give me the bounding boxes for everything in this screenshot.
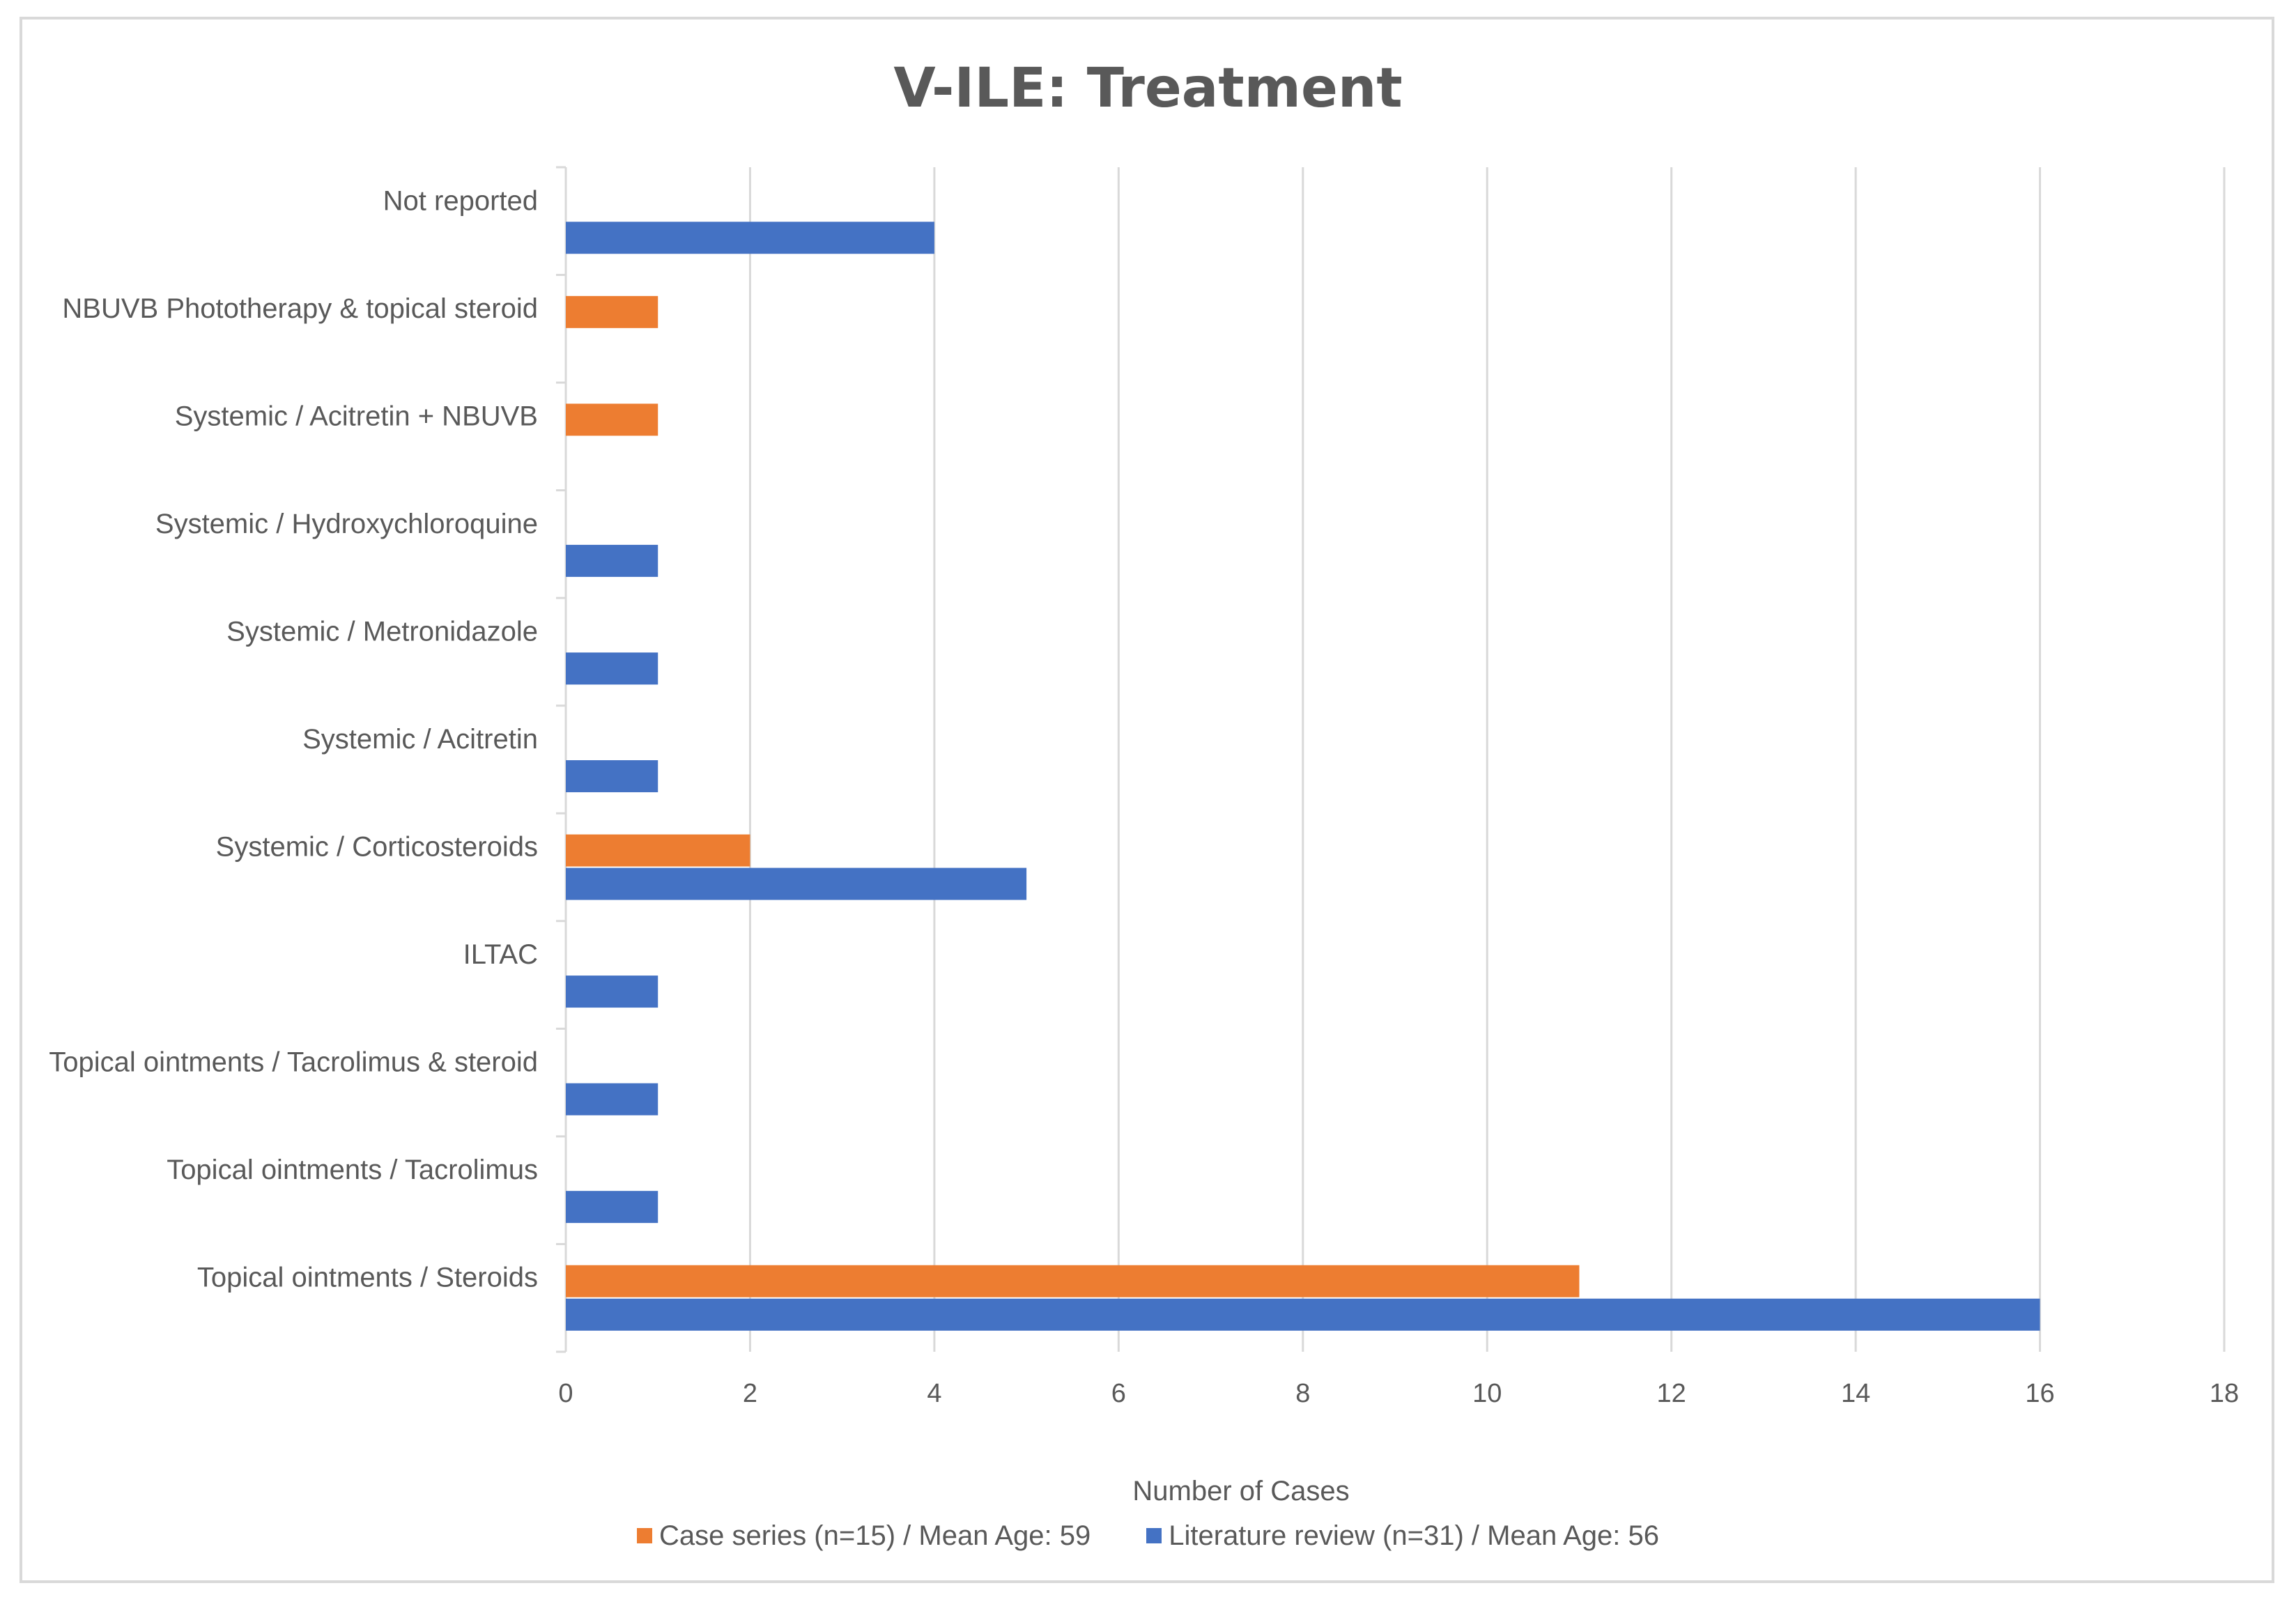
x-tick-label: 12: [1657, 1379, 1686, 1408]
legend-swatch-literature-review: [1146, 1528, 1162, 1543]
legend-entry-case-series[interactable]: Case series (n=15) / Mean Age: 59: [637, 1520, 1091, 1552]
category-label: Not reported: [383, 185, 538, 216]
x-tick-label: 4: [927, 1379, 941, 1408]
legend-label-case-series: Case series (n=15) / Mean Age: 59: [659, 1520, 1091, 1551]
legend-entry-literature-review[interactable]: Literature review (n=31) / Mean Age: 56: [1146, 1520, 1659, 1552]
bar-literature-review: [566, 1083, 658, 1116]
bar-case-series: [566, 295, 658, 328]
category-label: Topical ointments / Steroids: [197, 1263, 538, 1293]
category-label: Systemic / Metronidazole: [226, 616, 538, 647]
x-tick-label: 0: [558, 1379, 573, 1408]
bar-literature-review: [566, 1191, 658, 1224]
legend-label-literature-review: Literature review (n=31) / Mean Age: 56: [1169, 1520, 1659, 1551]
x-tick-label: 10: [1472, 1379, 1502, 1408]
x-tick-label: 2: [743, 1379, 757, 1408]
axis: [556, 166, 567, 1353]
category-label: Systemic / Acitretin + NBUVB: [175, 401, 538, 431]
bar-literature-review: [566, 544, 658, 577]
x-tick-label: 14: [1841, 1379, 1870, 1408]
category-label: Systemic / Corticosteroids: [216, 832, 538, 863]
bar-literature-review: [566, 222, 934, 254]
bar-literature-review: [566, 867, 1027, 900]
bar-case-series: [566, 403, 658, 436]
bar-literature-review: [566, 760, 658, 792]
legend: Case series (n=15) / Mean Age: 59 Litera…: [0, 1513, 2296, 1558]
labels: 0 2 4 6 8 10 12 14 16 18 Not reported NBUVB Phototh…: [49, 185, 2239, 1408]
bar-case-series: [566, 834, 750, 867]
x-tick-label: 18: [2210, 1379, 2239, 1408]
bars: [566, 222, 2040, 1331]
category-label: Topical ointments / Tacrolimus & steroid: [49, 1047, 538, 1078]
category-label: ILTAC: [463, 939, 538, 970]
x-tick-label: 8: [1295, 1379, 1310, 1408]
category-label: Topical ointments / Tacrolimus: [167, 1155, 538, 1185]
bar-case-series: [566, 1265, 1580, 1297]
bar-literature-review: [566, 652, 658, 685]
x-tick-label: 16: [2025, 1379, 2054, 1408]
chart-title: V-ILE: Treatment: [893, 57, 1403, 120]
category-label: Systemic / Acitretin: [302, 724, 538, 755]
x-tick-label: 6: [1111, 1379, 1126, 1408]
bar-literature-review: [566, 975, 658, 1008]
category-label: Systemic / Hydroxychloroquine: [155, 509, 538, 539]
gridlines: [564, 167, 2226, 1352]
bar-literature-review: [566, 1298, 2040, 1331]
category-label: NBUVB Phototherapy & topical steroid: [62, 293, 538, 324]
legend-swatch-case-series: [637, 1528, 652, 1543]
x-axis-title: Number of Cases: [1132, 1476, 1350, 1506]
